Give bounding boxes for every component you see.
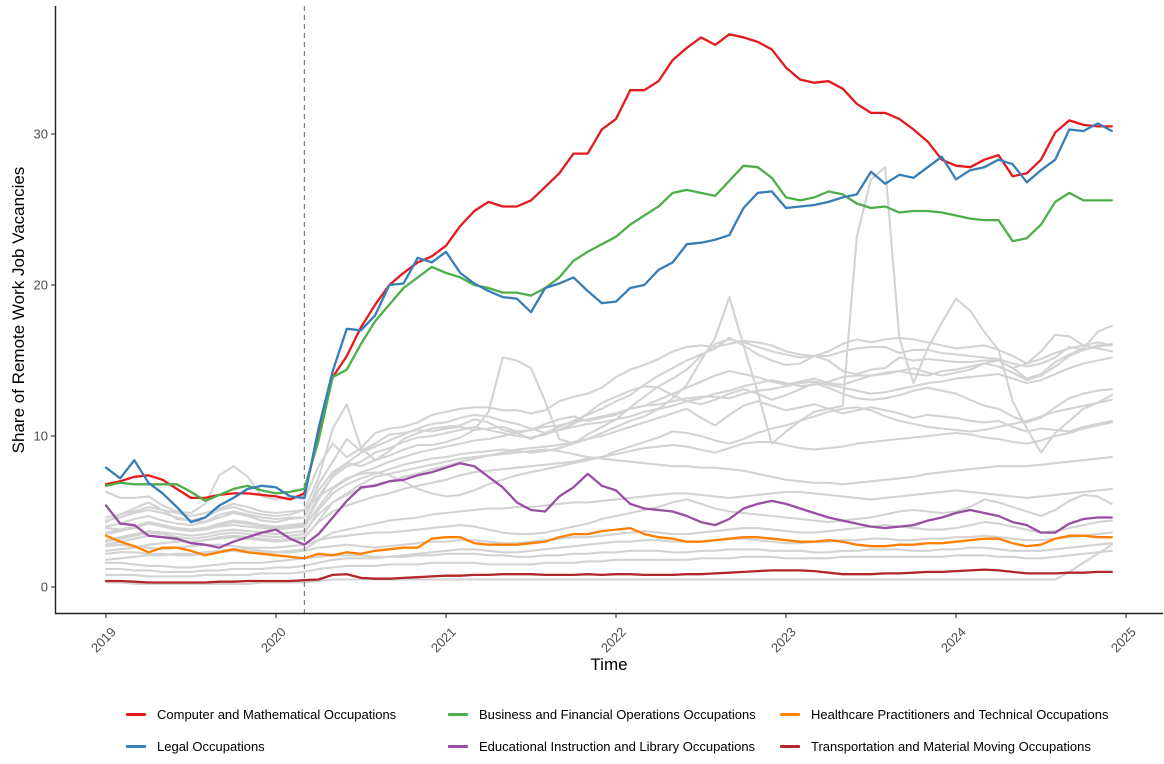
series-line-other-19 bbox=[104, 543, 1113, 586]
legend-item-healthcare: Healthcare Practitioners and Technical O… bbox=[780, 707, 1108, 722]
legend-key-blue bbox=[126, 744, 146, 748]
legend-label: Computer and Mathematical Occupations bbox=[157, 706, 397, 722]
series-line-other-12 bbox=[104, 398, 1113, 519]
series-line-other-3 bbox=[104, 324, 1113, 528]
legend-item-business-finance: Business and Financial Operations Occupa… bbox=[448, 707, 780, 722]
legend-key-purple bbox=[448, 744, 468, 748]
series-line-educational-instruction-and-library-occupations bbox=[104, 462, 1113, 549]
legend-label: Business and Financial Operations Occupa… bbox=[479, 706, 756, 722]
legend-key-red bbox=[126, 712, 146, 716]
series-line-other-9 bbox=[104, 336, 1113, 534]
legend-label: Healthcare Practitioners and Technical O… bbox=[811, 706, 1109, 722]
x-axis-title: Time bbox=[590, 655, 627, 674]
legend-row: Computer and Mathematical Occupations Bu… bbox=[126, 700, 1126, 728]
legend-item-legal: Legal Occupations bbox=[126, 739, 448, 754]
legend-label: Legal Occupations bbox=[157, 738, 265, 754]
series-line-other-17 bbox=[104, 542, 1113, 573]
legend-item-computer-math: Computer and Mathematical Occupations bbox=[126, 707, 448, 722]
series-line-healthcare-practitioners-and-technical-occupations bbox=[104, 526, 1113, 560]
y-tick-label: 20 bbox=[34, 278, 48, 293]
legend-item-transportation: Transportation and Material Moving Occup… bbox=[780, 739, 1091, 754]
x-tick-label: 2025 bbox=[1108, 624, 1139, 655]
legend-item-education: Educational Instruction and Library Occu… bbox=[448, 739, 780, 754]
y-axis-title: Share of Remote Work Job Vacancies bbox=[9, 167, 28, 454]
legend-row: Legal Occupations Educational Instructio… bbox=[126, 732, 1126, 760]
series-line-other-11 bbox=[104, 448, 1113, 552]
legend: Computer and Mathematical Occupations Bu… bbox=[126, 700, 1126, 764]
y-axis-ticks: 0 10 20 30 bbox=[34, 127, 55, 595]
series-line-other-18 bbox=[104, 549, 1113, 578]
legend-label: Educational Instruction and Library Occu… bbox=[479, 738, 756, 754]
series-line-other-6 bbox=[104, 356, 1113, 536]
y-tick-label: 0 bbox=[41, 580, 48, 595]
x-tick-label: 2021 bbox=[428, 624, 459, 655]
series-line-business-and-financial-operations-occupations bbox=[104, 164, 1113, 503]
series-line-other-8 bbox=[104, 421, 1113, 546]
series-line-other-10 bbox=[104, 166, 1113, 543]
background-series-group bbox=[104, 166, 1113, 586]
series-line-legal-occupations bbox=[104, 122, 1113, 524]
y-tick-label: 10 bbox=[34, 429, 48, 444]
series-line-other-7 bbox=[104, 400, 1113, 542]
series-line-other-2 bbox=[104, 333, 1113, 524]
legend-key-orange bbox=[780, 712, 800, 716]
highlighted-series-group bbox=[104, 33, 1113, 584]
series-line-other-16 bbox=[104, 531, 1113, 569]
x-axis-ticks: 2019 2020 2021 2022 2023 2024 2025 bbox=[88, 614, 1139, 655]
x-tick-label: 2024 bbox=[938, 624, 969, 655]
series-line-other-5 bbox=[104, 382, 1113, 524]
x-tick-label: 2022 bbox=[598, 624, 629, 655]
series-line-transportation-and-material-moving-occupations bbox=[104, 568, 1113, 584]
series-line-other-15 bbox=[104, 519, 1113, 557]
series-line-other-4 bbox=[104, 342, 1113, 531]
series-line-other-14 bbox=[104, 493, 1113, 551]
x-tick-label: 2019 bbox=[88, 624, 119, 655]
x-tick-label: 2020 bbox=[258, 624, 289, 655]
line-chart: 0 10 20 30 2019 2020 2021 2022 2023 2024 2025 Tim… bbox=[9, 6, 1163, 674]
legend-key-green bbox=[448, 712, 468, 716]
legend-label: Transportation and Material Moving Occup… bbox=[811, 738, 1091, 754]
legend-key-darkred bbox=[780, 744, 800, 748]
series-line-other-1 bbox=[104, 339, 1113, 515]
x-tick-label: 2023 bbox=[768, 624, 799, 655]
y-tick-label: 30 bbox=[34, 127, 48, 142]
